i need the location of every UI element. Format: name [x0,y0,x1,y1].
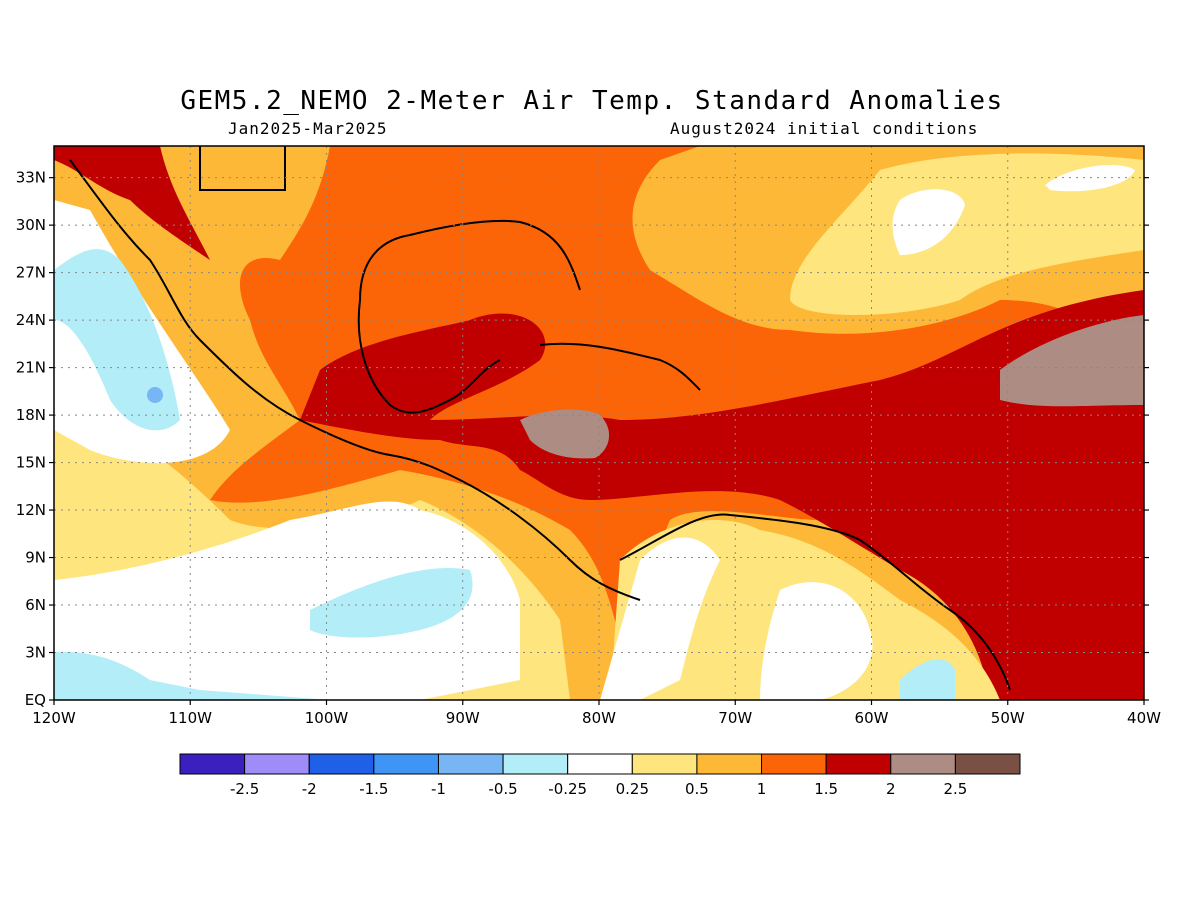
lon-tick-label: 70W [718,709,752,727]
lon-tick-label: 50W [991,709,1025,727]
lon-tick-label: 90W [446,709,480,727]
lon-tick-label: 80W [582,709,616,727]
colorbar-swatch [373,753,439,775]
colorbar-label: -1 [431,780,446,798]
map-axes: 120W 110W 100W 90W 80W 70W 60W 50W 40W 33N 30N 27N 2… [16,169,1161,727]
graticule [54,146,1144,700]
field-pacific-cool-spot [147,387,163,403]
colorbar-swatch [761,753,827,775]
lat-tick-label: 6N [25,596,46,614]
lon-tick-label: 110W [169,709,213,727]
field-brown-caribbean [520,409,610,459]
colorbar-label: 0.5 [685,780,709,798]
lat-tick-label: 15N [16,454,46,472]
colorbar-label: -2.5 [230,780,259,798]
field-brown-atlantic [1000,315,1144,407]
colorbar-swatch [179,753,246,775]
field-sa-white-2 [760,582,873,700]
field-darkred-caribbean [300,290,1144,700]
field-pacific-white-south [54,501,520,700]
initial-conditions: August2024 initial conditions [670,119,979,138]
coastlines [69,146,1011,691]
colorbar-swatch [244,753,310,775]
field-pacific-cool-2 [310,568,473,638]
lat-tick-label: 18N [16,406,46,424]
lat-tick-label: 12N [16,501,46,519]
lat-tick-label: 33N [16,169,46,187]
lat-tick-label: 24N [16,311,46,329]
colorbar-swatch [631,753,698,775]
lat-tick-label: 21N [16,359,46,377]
field-atlantic-yellow [790,153,1144,315]
colorbar-label: -0.5 [488,780,517,798]
colorbar-swatch [437,753,504,775]
lat-tick-label: EQ [25,691,46,709]
field-darkred-gulf [380,320,529,365]
lon-tick-label: 100W [305,709,349,727]
colorbar-swatch [696,753,763,775]
lat-tick-label: 3N [25,644,46,662]
lon-tick-label: 120W [32,709,76,727]
field-darkred-mexico [54,146,210,260]
field-sa-cool [900,659,955,700]
colorbar-swatch [567,753,633,775]
lat-tick-label: 30N [16,216,46,234]
lon-tick-label: 60W [855,709,889,727]
colorbar: -2.5 -2 -1.5 -1 -0.5 -0.25 0.25 0.5 1 1.5 2 2.5 [179,753,1021,798]
colorbar-label: 2.5 [943,780,967,798]
colorbar-swatch [502,753,569,775]
map-title: GEM5.2_NEMO 2-Meter Air Temp. Standard A… [180,86,1004,116]
lat-tick-label: 9N [25,549,46,567]
colorbar-label: -2 [302,780,317,798]
colorbar-label: 1 [757,780,767,798]
anomaly-field [54,146,1144,700]
field-pacific-cool-1 [54,249,180,431]
colorbar-label: -1.5 [359,780,388,798]
colorbar-label: 0.25 [616,780,649,798]
lat-tick-label: 27N [16,264,46,282]
forecast-period: Jan2025-Mar2025 [228,119,388,138]
colorbar-label: -0.25 [548,780,587,798]
field-atlantic-white-1 [892,189,965,255]
colorbar-swatch [954,753,1021,775]
colorbar-swatch [890,753,956,775]
colorbar-swatch [308,753,375,775]
colorbar-label: 1.5 [814,780,838,798]
colorbar-swatch [825,753,892,775]
field-pacific-cool-3 [54,651,330,700]
lon-tick-label: 40W [1127,709,1161,727]
colorbar-label: 2 [886,780,896,798]
field-sa-white [600,537,720,700]
